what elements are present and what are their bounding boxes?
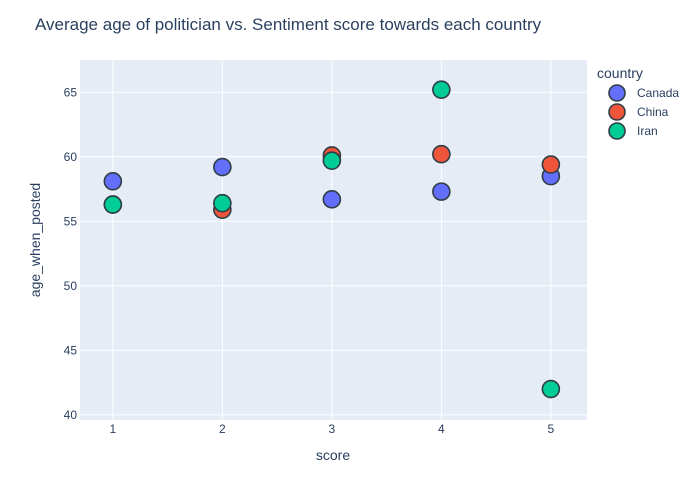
point-iran[interactable] <box>322 151 342 170</box>
series-canada <box>103 157 561 209</box>
series-iran <box>103 80 561 399</box>
x-axis-ticks: 1 2 3 4 5 <box>110 422 555 436</box>
legend-marker <box>608 84 626 102</box>
plot-area <box>80 60 587 420</box>
x-axis-title: score <box>316 447 350 463</box>
point-canada[interactable] <box>322 190 342 209</box>
y-tick-label: 65 <box>64 85 78 99</box>
legend-label: Canada <box>637 86 679 100</box>
y-axis-ticks: 40 45 50 55 60 65 <box>64 85 78 422</box>
x-tick-label: 3 <box>329 422 336 436</box>
data-points <box>103 80 561 399</box>
y-tick-label: 40 <box>64 408 78 422</box>
legend-item-iran[interactable]: Iran <box>608 122 658 140</box>
legend-item-china[interactable]: China <box>608 103 669 121</box>
grid <box>80 60 587 420</box>
legend-title: country <box>597 65 643 81</box>
y-tick-label: 45 <box>64 343 78 357</box>
legend-marker <box>608 103 626 121</box>
point-china[interactable] <box>432 144 451 164</box>
legend-marker <box>608 122 626 140</box>
point-canada[interactable] <box>432 182 451 201</box>
y-tick-label: 50 <box>64 279 78 293</box>
legend-label: Iran <box>637 124 658 138</box>
y-tick-label: 60 <box>64 150 78 164</box>
point-iran[interactable] <box>103 195 123 214</box>
point-canada[interactable] <box>103 171 123 191</box>
legend: country Canada China Iran <box>597 65 679 140</box>
point-iran[interactable] <box>432 80 451 99</box>
point-canada[interactable] <box>213 157 232 177</box>
y-tick-label: 55 <box>64 214 78 228</box>
chart-title: Average age of politician vs. Sentiment … <box>35 15 542 34</box>
legend-item-canada[interactable]: Canada <box>608 84 679 102</box>
point-iran[interactable] <box>213 193 232 213</box>
x-tick-label: 2 <box>219 422 226 436</box>
x-tick-label: 4 <box>438 422 445 436</box>
point-iran[interactable] <box>541 379 561 399</box>
x-tick-label: 1 <box>110 422 117 436</box>
legend-label: China <box>637 105 669 119</box>
y-axis-title: age_when_posted <box>27 183 43 297</box>
x-tick-label: 5 <box>548 422 555 436</box>
point-china[interactable] <box>541 155 561 174</box>
